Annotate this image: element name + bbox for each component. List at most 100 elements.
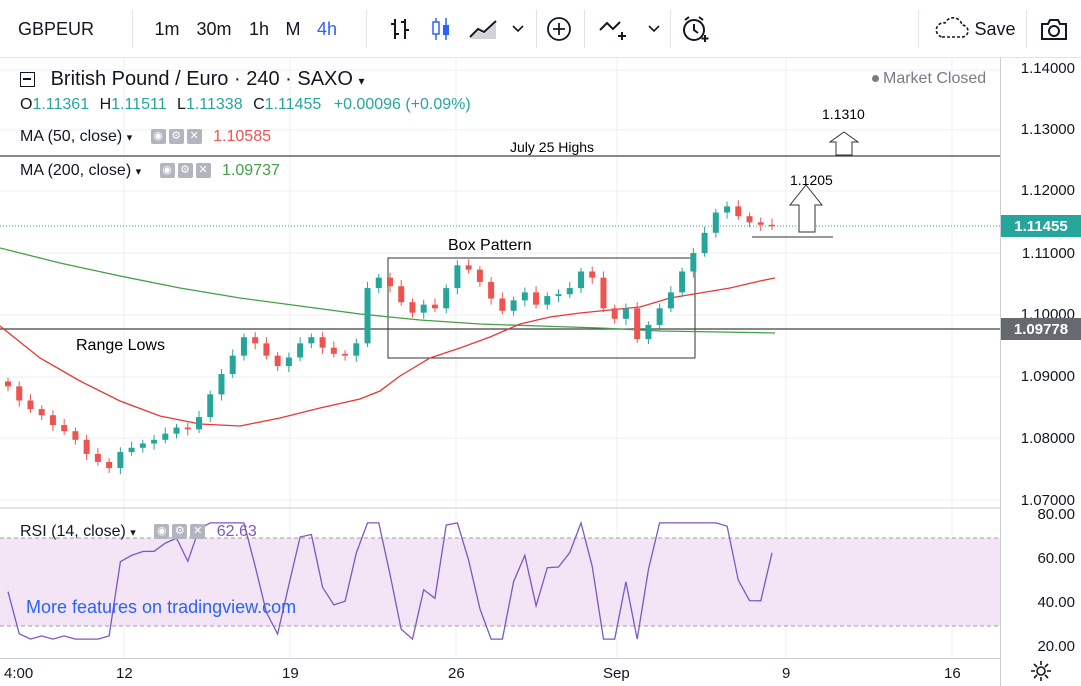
remove-close-icon[interactable]: ✕ <box>186 129 202 145</box>
timeframe-4h-button[interactable]: 4h <box>316 18 338 39</box>
time-tick: 19 <box>282 665 299 682</box>
candle-body <box>465 265 472 270</box>
toolbar-divider <box>132 10 133 48</box>
visibility-eye-icon[interactable]: ◉ <box>159 163 175 179</box>
rsi-tick: 40.00 <box>1037 594 1075 611</box>
timeframe-monthly-button[interactable]: M <box>285 18 301 39</box>
candle-body <box>735 206 742 217</box>
candle-body <box>196 417 202 430</box>
chart-type-dropdown-icon[interactable] <box>508 0 528 58</box>
candle-body <box>49 415 56 426</box>
legend-dropdown-icon[interactable]: ▾ <box>358 74 365 88</box>
candle-body <box>83 439 90 454</box>
candle-body <box>330 347 337 354</box>
tradingview-watermark[interactable]: More features on tradingview.com <box>26 597 297 617</box>
price-tick: 1.14000 <box>1020 60 1075 77</box>
timeframe-30m-button[interactable]: 30m <box>196 18 232 39</box>
candle-body <box>476 269 483 282</box>
status-dot-icon <box>872 75 879 83</box>
compare-symbol-icon[interactable] <box>596 0 632 58</box>
area-chart-type-icon[interactable] <box>466 0 500 58</box>
candle-body <box>16 386 23 401</box>
symbol-legend: British Pound / Euro · 240 · SAXO ▾ <box>20 68 365 91</box>
ma200-legend[interactable]: MA (200, close) ▾ ◉ ⚙ ✕ 1.09737 <box>20 162 280 180</box>
time-tick: 12 <box>116 665 133 682</box>
candle-body <box>342 353 349 356</box>
collapse-legend-icon[interactable] <box>20 72 35 88</box>
price-axis[interactable]: 1.14000 1.13000 1.12000 1.11000 1.10000 … <box>1000 58 1081 686</box>
camera-snapshot-icon[interactable] <box>1036 0 1072 58</box>
ma200-dropdown-icon[interactable]: ▾ <box>135 166 142 178</box>
candle-body <box>274 355 281 367</box>
candle-body <box>218 374 225 395</box>
candle-body <box>364 288 371 344</box>
toolbar-divider <box>670 10 671 48</box>
candle-body <box>724 206 731 213</box>
toolbar-divider <box>536 10 537 48</box>
candle-body <box>611 308 618 319</box>
ma200-value: 1.09737 <box>222 162 280 179</box>
candle-body <box>634 308 641 340</box>
ma50-label: MA (50, close) <box>20 128 123 145</box>
current-price-tag: 1.11455 <box>1001 215 1081 237</box>
chart-settings-gear-icon[interactable] <box>1030 660 1052 686</box>
close-value: 1.11455 <box>264 96 322 113</box>
candle-body <box>387 277 393 287</box>
candle-body <box>667 292 674 309</box>
july25-highs-label: July 25 Highs <box>510 139 595 155</box>
candle-body <box>589 271 596 278</box>
candle-body <box>690 253 697 272</box>
add-indicator-icon[interactable] <box>544 0 574 58</box>
price-chart[interactable] <box>0 58 1000 658</box>
candle-body <box>533 292 540 305</box>
rsi-tick: 20.00 <box>1037 638 1075 655</box>
price-tick: 1.12000 <box>1020 182 1075 199</box>
compare-dropdown-icon[interactable] <box>644 0 664 58</box>
save-button[interactable]: Save <box>974 18 1016 39</box>
timeframe-1m-button[interactable]: 1m <box>154 18 180 39</box>
candle-body <box>679 271 686 293</box>
candle-body <box>151 439 158 444</box>
remove-close-icon[interactable]: ✕ <box>195 163 211 179</box>
candles-chart-type-icon[interactable] <box>426 0 456 58</box>
rsi-dropdown-icon[interactable]: ▾ <box>130 527 136 539</box>
candle-body <box>454 265 461 289</box>
timeframe-1h-button[interactable]: 1h <box>248 18 270 39</box>
top-toolbar: GBPEUR 1m 30m 1h M 4h Save <box>0 0 1081 58</box>
candle-body <box>746 216 753 223</box>
candle-body <box>252 337 259 344</box>
candle-body <box>128 447 135 453</box>
alert-clock-icon[interactable] <box>678 0 714 58</box>
settings-gear-icon[interactable]: ⚙ <box>172 524 188 540</box>
low-value: 1.11338 <box>185 96 243 113</box>
close-label: C <box>253 96 265 113</box>
box-pattern-label: Box Pattern <box>448 237 532 254</box>
visibility-eye-icon[interactable]: ◉ <box>154 524 170 540</box>
target-arrow-1205 <box>752 184 833 238</box>
rsi-legend[interactable]: RSI (14, close) ▾ ◉ ⚙ ✕ 62.63 <box>20 523 257 541</box>
candle-body <box>72 431 79 440</box>
settings-gear-icon[interactable]: ⚙ <box>177 163 193 179</box>
toolbar-divider <box>1026 10 1027 48</box>
remove-close-icon[interactable]: ✕ <box>190 524 206 540</box>
cloud-save-icon[interactable] <box>930 0 972 58</box>
ma50-legend[interactable]: MA (50, close) ▾ ◉ ⚙ ✕ 1.10585 <box>20 128 271 146</box>
candle-body <box>420 304 427 313</box>
price-tick: 1.11000 <box>1021 245 1075 262</box>
rsi-tick: 60.00 <box>1037 550 1075 567</box>
time-axis[interactable]: 4:00 12 19 26 Sep 9 16 <box>0 658 1000 686</box>
symbol-search-button[interactable]: GBPEUR <box>18 18 95 39</box>
toolbar-divider <box>366 10 367 48</box>
candle-body <box>443 288 450 309</box>
candle-body <box>409 302 416 313</box>
ohlc-legend: O1.11361 H1.11511 L1.11338 C1.11455 +0.0… <box>20 96 471 114</box>
candle-body <box>139 443 146 448</box>
rsi-value: 62.63 <box>216 523 257 540</box>
bar-chart-type-icon[interactable] <box>386 0 416 58</box>
settings-gear-icon[interactable]: ⚙ <box>168 129 184 145</box>
low-label: L <box>177 96 186 113</box>
candle-body <box>106 461 113 469</box>
ma50-dropdown-icon[interactable]: ▾ <box>126 132 133 144</box>
visibility-eye-icon[interactable]: ◉ <box>150 129 166 145</box>
candle-body <box>488 281 495 299</box>
